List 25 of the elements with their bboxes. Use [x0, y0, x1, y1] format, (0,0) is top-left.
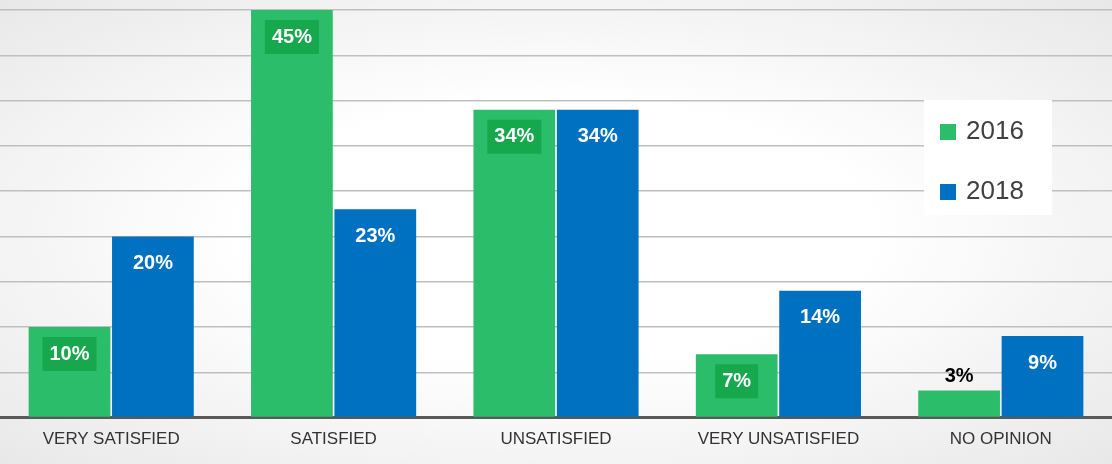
bar — [251, 10, 333, 417]
data-label: 9% — [1028, 350, 1058, 373]
bar — [473, 109, 556, 417]
bar — [334, 209, 417, 417]
data-label: 34% — [494, 124, 535, 147]
bar — [556, 109, 639, 417]
x-tick-label: UNSATISFIED — [500, 429, 612, 449]
bar — [112, 236, 194, 417]
bar — [1001, 336, 1084, 417]
legend-label: 2018 — [966, 175, 1024, 206]
data-label: 23% — [355, 223, 396, 246]
data-label: 34% — [577, 124, 618, 147]
data-label: 20% — [132, 250, 174, 273]
x-tick-label: VERY SATISFIED — [42, 429, 180, 449]
data-label: 3% — [944, 363, 974, 386]
data-label: 10% — [49, 341, 90, 364]
legend-label: 2016 — [966, 115, 1024, 146]
data-label: 7% — [722, 368, 752, 391]
bar — [918, 390, 1000, 417]
x-tick-label: SATISFIED — [290, 429, 377, 449]
x-tick-label: NO OPINION — [949, 429, 1052, 449]
data-label: 45% — [271, 24, 313, 47]
data-label: 14% — [800, 305, 841, 328]
bar — [779, 290, 861, 417]
x-tick-label: VERY UNSATISFIED — [697, 429, 860, 449]
